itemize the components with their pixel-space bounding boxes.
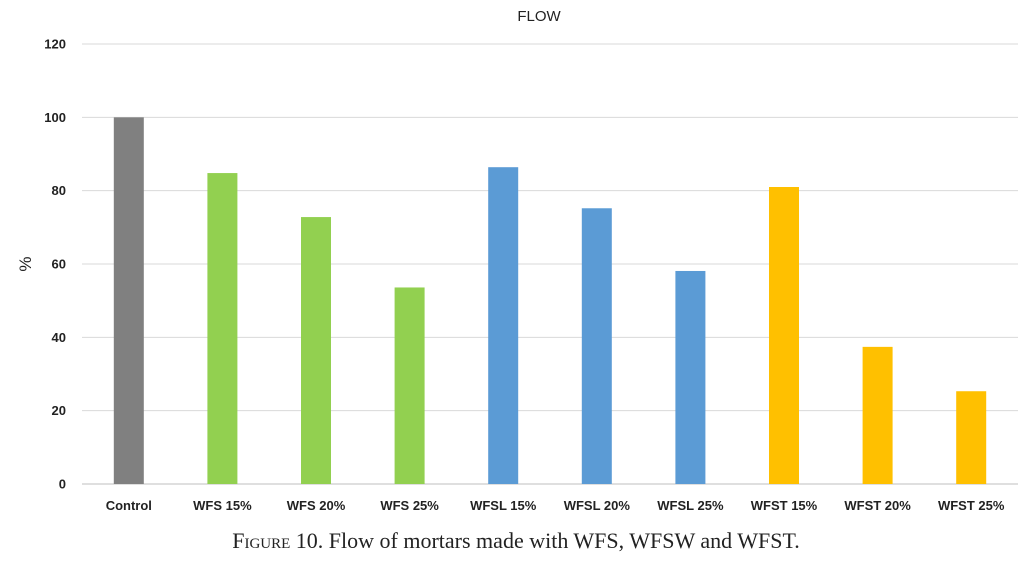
- chart-title: FLOW: [517, 8, 561, 25]
- bar: [488, 167, 519, 484]
- y-tick-label: 40: [52, 330, 66, 345]
- y-tick-label: 120: [44, 37, 66, 52]
- caption-prefix: Figure: [232, 528, 291, 553]
- bar: [301, 217, 331, 485]
- y-tick-label: 20: [52, 403, 66, 418]
- gridlines: [82, 43, 1018, 485]
- x-tick-label: WFS 20%: [287, 498, 346, 513]
- bar: [113, 117, 144, 484]
- bar: [394, 287, 425, 484]
- bar: [581, 208, 612, 484]
- bar: [675, 270, 706, 484]
- y-tick-label: 0: [59, 477, 66, 492]
- bar: [862, 346, 893, 484]
- y-tick-label: 60: [52, 257, 66, 272]
- y-tick-labels: 0 20 40 60 80 100 120: [44, 37, 66, 492]
- y-tick-label: 100: [44, 110, 66, 125]
- figure-caption: Figure 10. Flow of mortars made with WFS…: [0, 528, 1032, 554]
- x-tick-label: WFS 25%: [380, 498, 439, 513]
- x-tick-label: WFSL 15%: [470, 498, 537, 513]
- y-tick-label: 80: [52, 183, 66, 198]
- x-tick-label: WFSL 20%: [564, 498, 631, 513]
- x-tick-label: Control: [106, 498, 152, 513]
- bars: [113, 117, 987, 485]
- x-tick-label: WFSL 25%: [657, 498, 724, 513]
- bar: [769, 187, 799, 484]
- x-tick-label: WFS 15%: [193, 498, 252, 513]
- x-tick-label: WFST 20%: [844, 498, 911, 513]
- caption-text: 10. Flow of mortars made with WFS, WFSW …: [290, 528, 800, 553]
- bar-chart-svg: FLOW % 0 20 40 60 80 100 120 Control WFS 15% WFS…: [16, 8, 1018, 513]
- x-tick-label: WFST 25%: [938, 498, 1005, 513]
- y-axis-label: %: [16, 256, 35, 271]
- bar: [207, 173, 238, 485]
- bar: [956, 391, 987, 484]
- x-tick-label: WFST 15%: [751, 498, 818, 513]
- x-tick-labels: Control WFS 15% WFS 20% WFS 25% WFSL 15% WFSL…: [106, 498, 1005, 513]
